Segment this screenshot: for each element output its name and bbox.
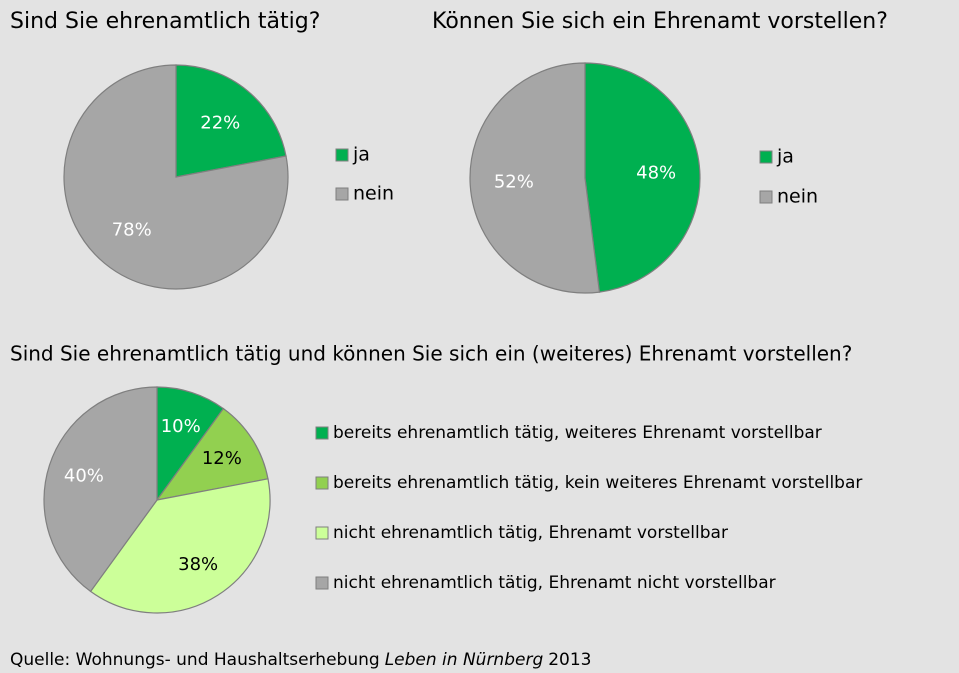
pie-slice bbox=[584, 62, 701, 293]
legend-swatch bbox=[315, 476, 329, 490]
slice-label: 78% bbox=[112, 220, 152, 241]
legend-swatch bbox=[315, 426, 329, 440]
legend-swatch bbox=[315, 526, 329, 540]
legend-swatch bbox=[335, 187, 349, 201]
legend-swatch bbox=[759, 150, 773, 164]
legend-label: ja bbox=[352, 144, 370, 166]
pie-slice bbox=[63, 64, 289, 290]
legend-label: nicht ehrenamtlich tätig, Ehrenamt nicht… bbox=[333, 573, 776, 593]
slice-label: 40% bbox=[64, 465, 104, 486]
legend-label: bereits ehrenamtlich tätig, kein weitere… bbox=[333, 473, 862, 493]
slice-label: 12% bbox=[202, 448, 242, 469]
source-title: Leben in Nürnberg bbox=[385, 650, 544, 670]
legend-label: ja bbox=[776, 146, 794, 168]
pie-slice bbox=[43, 386, 158, 593]
slice-label: 22% bbox=[200, 112, 240, 133]
chart-title: Können Sie sich ein Ehrenamt vorstellen? bbox=[432, 9, 888, 34]
source-prefix: Quelle: Wohnungs- und Haushaltserhebung bbox=[10, 650, 380, 670]
slice-label: 10% bbox=[161, 416, 201, 437]
legend-label: bereits ehrenamtlich tätig, weiteres Ehr… bbox=[333, 423, 822, 443]
legend-label: nein bbox=[353, 183, 394, 205]
slice-label: 48% bbox=[636, 163, 676, 184]
source: Quelle: Wohnungs- und Haushaltserhebung L… bbox=[10, 650, 592, 670]
pie-slice bbox=[89, 478, 271, 614]
legend-swatch bbox=[335, 148, 349, 162]
chart-title: Sind Sie ehrenamtlich tätig und können S… bbox=[10, 342, 852, 366]
source-suffix: 2013 bbox=[548, 650, 591, 670]
legend-swatch bbox=[759, 190, 773, 204]
pie-slice bbox=[156, 386, 225, 502]
pie-slice bbox=[155, 407, 269, 501]
legend-label: nicht ehrenamtlich tätig, Ehrenamt vorst… bbox=[333, 523, 728, 543]
chart-title: Sind Sie ehrenamtlich tätig? bbox=[10, 9, 320, 34]
slice-label: 52% bbox=[494, 171, 534, 192]
pie-slice bbox=[175, 64, 287, 178]
legend-swatch bbox=[315, 576, 329, 590]
pie-slice bbox=[469, 62, 601, 294]
legend-label: nein bbox=[777, 186, 818, 208]
slice-label: 38% bbox=[178, 554, 218, 575]
